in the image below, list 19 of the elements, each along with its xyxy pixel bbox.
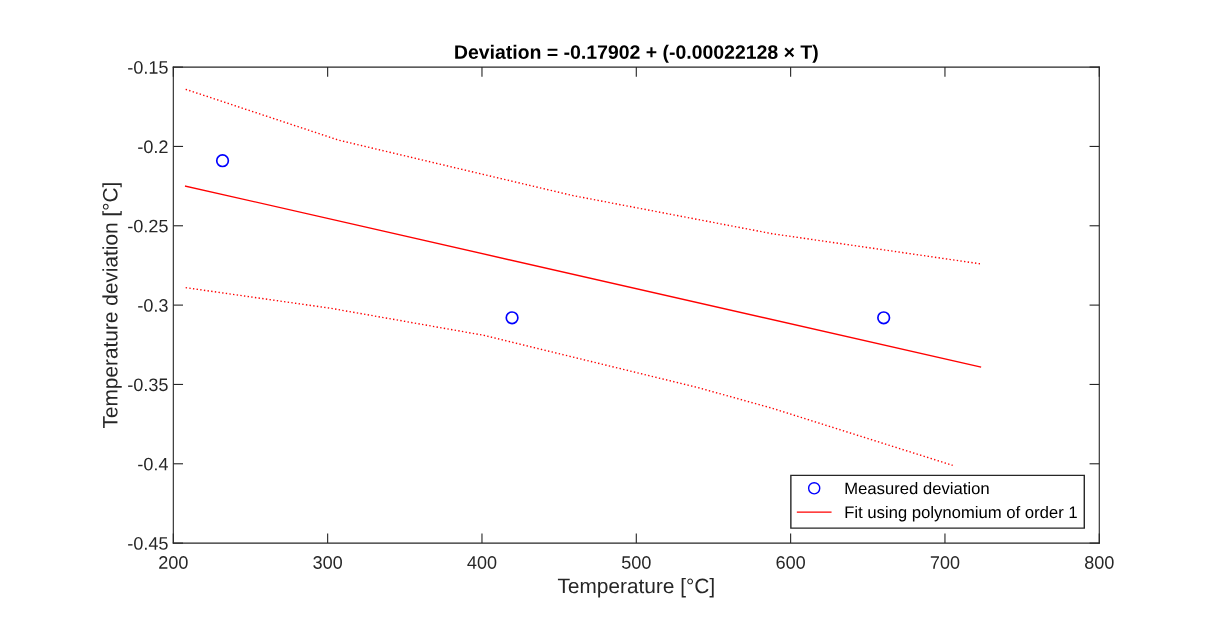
chart-title: Deviation = -0.17902 + (-0.00022128 × T) (455, 44, 818, 63)
x-tick-label: 800 (1085, 556, 1114, 569)
y-tick-label: -0.4 (138, 457, 168, 471)
y-tick-label: -0.2 (138, 140, 168, 154)
y-tick-label: -0.3 (138, 299, 168, 312)
x-tick-label: 500 (621, 556, 651, 569)
y-tick-label: -0.15 (128, 61, 168, 74)
y-axis-title: Temperature deviation [°C] (102, 183, 122, 429)
y-tick-label: -0.35 (128, 378, 168, 392)
legend-label: Measured deviation (845, 482, 989, 495)
x-axis-title: Temperature [°C] (557, 578, 714, 598)
x-tick-label: 200 (159, 556, 188, 569)
x-tick-label: 400 (467, 556, 497, 569)
y-tick-label: -0.25 (128, 219, 168, 233)
x-tick-label: 600 (776, 556, 805, 569)
x-tick-label: 300 (313, 556, 342, 569)
y-tick-label: -0.45 (128, 537, 168, 550)
x-tick-label: 700 (930, 556, 960, 569)
legend-label: Fit using polynomium of order 1 (845, 505, 1077, 522)
